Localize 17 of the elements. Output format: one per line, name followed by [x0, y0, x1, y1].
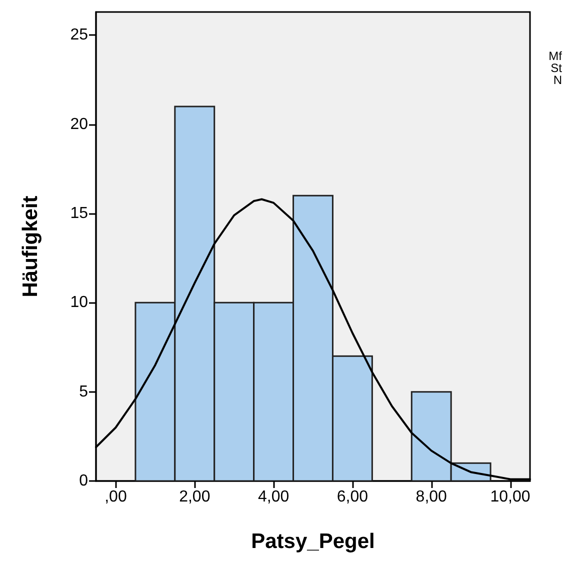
- text: St: [550, 61, 563, 75]
- y-tick-label: 5: [79, 383, 88, 400]
- x-tick-label: 2,00: [179, 488, 210, 506]
- x-tick-label: 10,00: [490, 488, 530, 506]
- x-tick-label: 6,00: [336, 488, 368, 506]
- x-tick-label: 8,00: [416, 488, 448, 506]
- y-tick-label: 0: [79, 472, 88, 490]
- y-tick-label: 10: [70, 294, 88, 312]
- text: Mf: [548, 49, 563, 63]
- y-tick-label: 20: [70, 116, 88, 133]
- x-tick-label: 4,00: [258, 488, 290, 506]
- text: N: [553, 73, 562, 87]
- x-tick-label: ,00: [104, 488, 127, 506]
- y-tick-label: 15: [70, 205, 88, 222]
- y-tick-label: 25: [70, 26, 88, 44]
- x-axis-title: Patsy_Pegel: [251, 530, 375, 553]
- y-axis-title: Häufigkeit: [19, 196, 42, 298]
